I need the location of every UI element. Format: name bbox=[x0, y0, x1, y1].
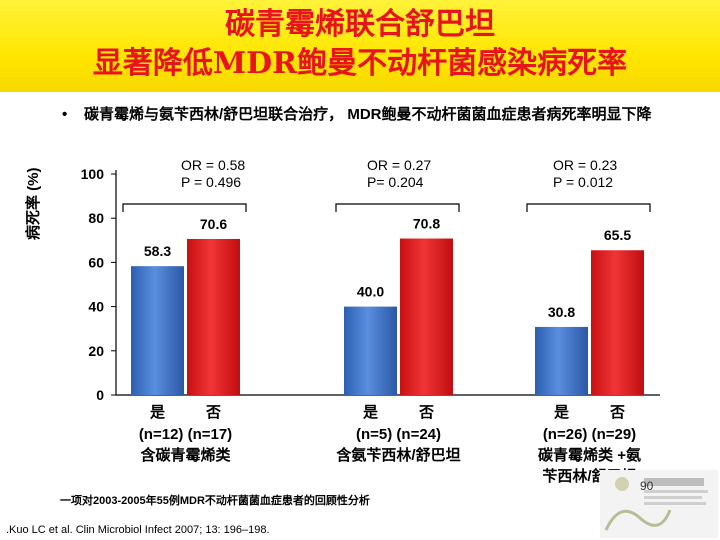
title-banner: 碳青霉烯联合舒巴坦 显著降低MDR鲍曼不动杆菌感染病死率 bbox=[0, 0, 720, 92]
x-label-yes: 是 bbox=[553, 404, 569, 421]
sample-size-labels: (n=26) (n=29) bbox=[542, 426, 637, 443]
significance-bracket bbox=[526, 203, 651, 212]
sample-size-labels: (n=12) (n=17) bbox=[138, 426, 233, 443]
bar-no bbox=[400, 238, 453, 395]
x-label-no: 否 bbox=[418, 404, 434, 421]
y-tick-label: 40 bbox=[88, 299, 104, 315]
bullet-text: 碳青霉烯与氨苄西林/舒巴坦联合治疗， MDR鲍曼不动杆菌菌血症患者病死率明显下降 bbox=[84, 106, 652, 123]
bullet-point: • 碳青霉烯与氨苄西林/舒巴坦联合治疗， MDR鲍曼不动杆菌菌血症患者病死率明显… bbox=[62, 104, 662, 126]
sample-size-labels: (n=5) (n=24) bbox=[355, 426, 442, 443]
bar-yes bbox=[131, 266, 184, 395]
odds-ratio-label: OR = 0.23 bbox=[553, 157, 618, 173]
bar-no bbox=[591, 250, 644, 395]
value-label-no: 70.8 bbox=[413, 216, 440, 232]
p-value-label: P = 0.012 bbox=[553, 174, 614, 190]
value-label-yes: 58.3 bbox=[144, 243, 171, 259]
bar-yes bbox=[535, 326, 588, 395]
significance-bracket bbox=[335, 203, 460, 212]
value-label-no: 70.6 bbox=[200, 216, 227, 232]
p-value-label: P= 0.204 bbox=[367, 174, 424, 190]
reference-citation: .Kuo LC et al. Clin Microbiol Infect 200… bbox=[6, 524, 270, 536]
value-label-yes: 40.0 bbox=[357, 284, 384, 300]
title-line-2: 显著降低MDR鲍曼不动杆菌感染病死率 bbox=[92, 46, 628, 81]
y-tick-label: 100 bbox=[81, 166, 105, 182]
x-label-yes: 是 bbox=[149, 404, 165, 421]
x-label-no: 否 bbox=[205, 404, 221, 421]
value-label-no: 65.5 bbox=[604, 227, 631, 243]
y-tick-label: 60 bbox=[88, 254, 104, 270]
group-label: 碳青霉烯类 +氨 bbox=[538, 447, 641, 464]
odds-ratio-label: OR = 0.58 bbox=[181, 157, 246, 173]
odds-ratio-label: OR = 0.27 bbox=[367, 157, 432, 173]
significance-bracket bbox=[122, 203, 247, 212]
x-label-yes: 是 bbox=[362, 404, 378, 421]
y-tick-label: 20 bbox=[88, 343, 104, 359]
group-label: 含碳青霉烯类 bbox=[140, 447, 231, 464]
group-label: 含氨苄西林/舒巴坦 bbox=[336, 447, 461, 464]
analysis-note: 一项对2003-2005年55例MDR不动杆菌菌血症患者的回顾性分析 bbox=[60, 495, 370, 507]
bar-no bbox=[187, 238, 240, 395]
value-label-yes: 30.8 bbox=[548, 304, 575, 320]
bullet-dot: • bbox=[62, 106, 68, 123]
title-line-1: 碳青霉烯联合舒巴坦 bbox=[225, 7, 495, 42]
page-number: 90 bbox=[640, 479, 654, 493]
bar-yes bbox=[344, 306, 397, 395]
p-value-label: P = 0.496 bbox=[181, 174, 242, 190]
y-tick-label: 80 bbox=[88, 210, 104, 226]
x-label-no: 否 bbox=[609, 404, 625, 421]
y-tick-label: 0 bbox=[96, 387, 104, 403]
hospital-logo bbox=[600, 470, 718, 538]
